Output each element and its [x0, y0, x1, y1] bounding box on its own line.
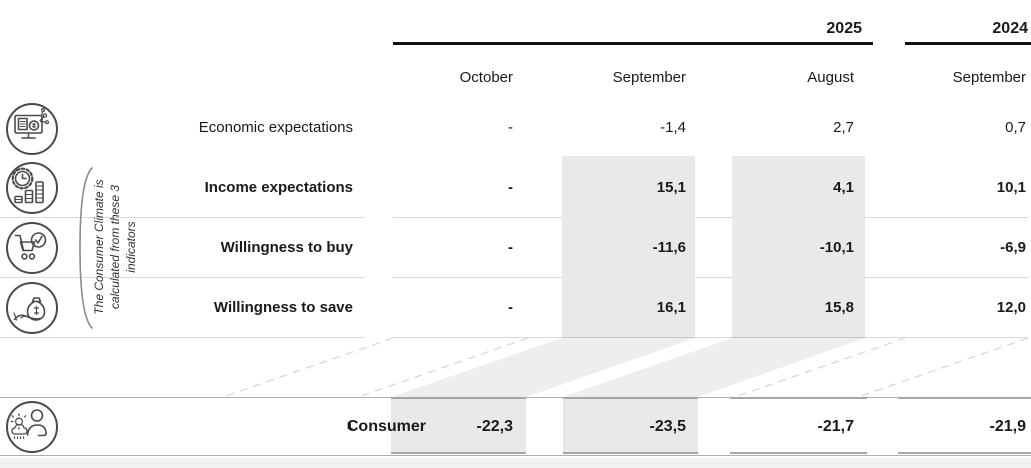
cell-value: - — [508, 299, 513, 316]
month-september-2024: September — [952, 69, 1026, 86]
row-label: Consumer Climate1 — [110, 397, 426, 456]
annotation-text: The Consumer Climate is calculated from … — [92, 179, 138, 315]
summary-cell-september — [563, 397, 698, 454]
footnote-marker: 1 — [346, 420, 353, 432]
shift-dashed-guides — [222, 337, 1029, 398]
year-2025-underline — [393, 42, 873, 45]
month-august-2025: August — [807, 69, 854, 86]
cell-value: -21,7 — [817, 418, 854, 435]
cell-value: 4,1 — [833, 179, 854, 196]
row-willingness-to-save: Willingness to save - 16,1 15,8 12,0 — [0, 278, 1031, 338]
highlight-column-september — [562, 156, 695, 338]
separator — [393, 277, 1028, 278]
cell-value: 0,7 — [1005, 119, 1026, 136]
highlight-column-august — [732, 156, 865, 338]
row-label: Willingness to save — [213, 299, 353, 316]
cell-value: 10,1 — [996, 179, 1026, 196]
cell-value: - — [508, 179, 513, 196]
cell-value: - — [508, 119, 513, 136]
economic-expectations-icon — [1, 98, 63, 160]
year-2024-label: 2024 — [992, 20, 1028, 37]
summary-cell-august — [730, 397, 867, 454]
cell-value: 2,7 — [833, 119, 854, 136]
consumer-climate-icon — [1, 396, 63, 458]
row-willingness-to-buy: Willingness to buy - -11,6 -10,1 -6,9 — [0, 218, 1031, 278]
cell-value: -10,1 — [819, 239, 854, 256]
row-label: Economic expectations — [198, 119, 353, 136]
annotation-brace — [79, 167, 93, 329]
willingness-to-buy-icon — [1, 217, 63, 279]
cell-value: 15,8 — [824, 299, 854, 316]
separator — [0, 337, 365, 338]
separator — [0, 277, 365, 278]
shift-band-september — [391, 338, 695, 397]
cell-value: -6,9 — [1000, 239, 1026, 256]
cell-value: 12,0 — [996, 299, 1026, 316]
month-september-2025: September — [612, 69, 686, 86]
cell-value: 16,1 — [656, 299, 686, 316]
separator — [0, 217, 365, 218]
summary-cell-september-2024 — [898, 397, 1031, 454]
cell-value: -11,6 — [652, 239, 686, 256]
cell-value: -21,9 — [989, 418, 1026, 435]
month-header-row: October September August September — [0, 62, 1031, 94]
cell-value: - — [508, 239, 513, 256]
summary-row-bottom-border — [0, 455, 1031, 456]
shift-band-august — [563, 338, 865, 397]
income-expectations-icon — [1, 157, 63, 219]
row-label: Willingness to buy — [220, 239, 353, 256]
willingness-to-save-icon — [1, 277, 63, 339]
row-economic-expectations: Economic expectations - -1,4 2,7 0,7 — [0, 98, 1031, 158]
cell-value: -23,5 — [649, 418, 686, 435]
row-income-expectations: Income expectations - 15,1 4,1 10,1 — [0, 158, 1031, 218]
cell-value: -22,3 — [476, 418, 513, 435]
row-label: Income expectations — [204, 179, 353, 196]
year-2025-label: 2025 — [826, 20, 862, 37]
summary-cell-october — [391, 397, 526, 454]
separator — [393, 337, 1028, 338]
bottom-strip — [0, 458, 1031, 468]
consumer-climate-label: Consumer Climate — [346, 418, 426, 435]
cell-value: 15,1 — [656, 179, 686, 196]
separator — [393, 217, 1028, 218]
year-2024-underline — [905, 42, 1031, 45]
month-october-2025: October — [459, 69, 513, 86]
row-consumer-climate: Consumer Climate1 -22,3 -23,5 -21,7 -21,… — [0, 397, 1031, 456]
cell-value: -1,4 — [660, 119, 686, 136]
